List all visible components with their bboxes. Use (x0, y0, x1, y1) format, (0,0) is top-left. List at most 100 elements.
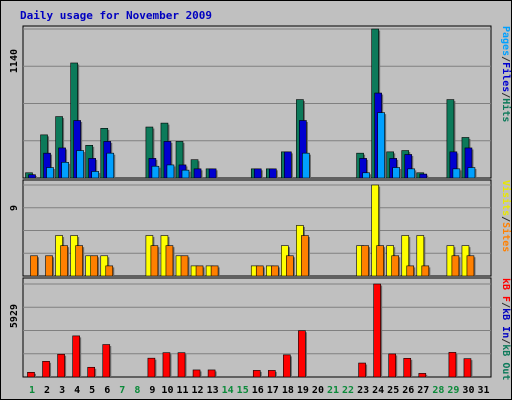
x-tick-label: 3 (59, 385, 65, 396)
bar-pages-day-11 (181, 169, 190, 179)
legend-entry: / (500, 338, 511, 344)
bar-sites-day-16 (255, 265, 264, 277)
x-tick-label: 19 (297, 385, 309, 396)
bar-sites-day-19 (301, 235, 309, 277)
x-tick-label: 29 (447, 385, 459, 396)
panel-top-ymax-label: 1140 (9, 49, 20, 73)
chart-title: Daily usage for November 2009 (20, 9, 212, 22)
bar-kb-f-day-9 (147, 357, 156, 378)
bar-pages-day-24 (377, 112, 385, 179)
x-tick-label: 17 (267, 385, 279, 396)
bar-sites-day-9 (150, 245, 159, 277)
x-tick-label: 5 (89, 385, 95, 396)
bar-kb-f-day-16 (252, 370, 261, 378)
bar-files-day-27 (419, 173, 428, 179)
x-tick-label: 21 (327, 385, 339, 396)
x-tick-label: 30 (462, 385, 474, 396)
bar-pages-day-4 (76, 150, 84, 179)
bar-sites-day-1 (30, 255, 38, 277)
bar-pages-day-30 (467, 167, 476, 179)
bar-sites-day-3 (60, 245, 68, 277)
bar-sites-day-26 (406, 265, 415, 277)
bar-kb-f-day-12 (192, 369, 201, 378)
bar-visits-day-27 (416, 235, 425, 277)
bar-kb-f-day-23 (358, 362, 366, 378)
legend-entry: kB F (500, 278, 511, 302)
legend-entry: Pages (500, 26, 511, 56)
bar-kb-f-day-26 (403, 358, 412, 378)
panel-bot-legend: kB F/kB In/kB Out (500, 278, 511, 380)
x-tick-label: 4 (74, 385, 80, 396)
legend-entry: Files (500, 62, 512, 92)
bar-pages-day-2 (46, 167, 54, 179)
x-tick-label: 24 (372, 385, 384, 396)
bar-kb-f-day-4 (72, 335, 80, 378)
bar-pages-day-10 (166, 164, 175, 179)
bar-pages-day-23 (362, 172, 370, 179)
bar-files-day-17 (268, 168, 277, 179)
bar-kb-f-day-29 (448, 352, 457, 378)
panel-mid-legend: Visits/Sites (500, 180, 512, 252)
bar-kb-f-day-11 (177, 352, 186, 378)
x-tick-label: 14 (222, 385, 234, 396)
bar-sites-day-29 (451, 255, 460, 277)
bar-sites-day-4 (75, 245, 83, 277)
bar-pages-day-3 (61, 162, 69, 179)
x-tick-label: 15 (237, 385, 249, 396)
panel-mid-ymax-label: 9 (9, 205, 20, 211)
bar-kb-f-day-10 (162, 352, 171, 378)
x-tick-label: 10 (161, 385, 173, 396)
bar-sites-day-30 (466, 255, 475, 277)
bar-kb-f-day-6 (102, 344, 111, 378)
bar-sites-day-23 (361, 245, 369, 277)
bar-sites-day-24 (376, 245, 384, 277)
x-tick-label: 7 (119, 385, 125, 396)
bar-kb-f-day-27 (418, 373, 427, 378)
bar-files-day-16 (253, 168, 262, 179)
x-tick-label: 26 (402, 385, 414, 396)
x-tick-label: 1 (29, 385, 35, 396)
bar-kb-f-day-30 (463, 358, 472, 378)
x-tick-label: 23 (357, 385, 369, 396)
panel-mid-box (22, 179, 492, 277)
bar-sites-day-11 (180, 255, 189, 277)
bar-kb-f-day-2 (42, 361, 50, 378)
bar-kb-f-day-19 (298, 330, 306, 378)
panel-bot-box (22, 277, 492, 378)
bar-sites-day-17 (270, 265, 279, 277)
bar-kb-f-day-25 (388, 353, 397, 378)
legend-entry: / (500, 302, 511, 308)
bar-files-day-12 (193, 168, 202, 179)
legend-entry: Visits (500, 180, 512, 216)
panel-top-legend: Pages/Files/Hits (500, 26, 512, 122)
bar-files-day-1 (28, 174, 36, 179)
bar-sites-day-27 (421, 265, 430, 277)
x-tick-label: 2 (44, 385, 50, 396)
bar-pages-day-9 (151, 165, 160, 179)
x-tick-label: 9 (149, 385, 155, 396)
legend-entry: kB In (500, 308, 511, 338)
bar-pages-day-6 (106, 152, 115, 179)
bar-visits-day-26 (401, 235, 410, 277)
bar-pages-day-26 (407, 168, 416, 179)
bar-kb-f-day-18 (283, 354, 291, 378)
bar-sites-day-2 (45, 255, 53, 277)
bar-sites-day-18 (286, 255, 294, 277)
bar-files-day-18 (284, 151, 292, 179)
x-tick-label: 18 (282, 385, 294, 396)
x-tick-label: 12 (192, 385, 204, 396)
bar-sites-day-6 (105, 265, 114, 277)
x-tick-label: 8 (134, 385, 140, 396)
bar-sites-day-12 (195, 265, 204, 277)
legend-entry: / (500, 56, 511, 62)
x-tick-label: 27 (417, 385, 429, 396)
legend-entry: kB Out (500, 344, 511, 380)
bar-sites-day-25 (391, 255, 400, 277)
bar-pages-day-19 (302, 152, 310, 179)
bar-sites-day-10 (165, 245, 174, 277)
panel-bot-ymax-label: 5929 (9, 304, 20, 328)
legend-entry: / (500, 216, 511, 222)
x-tick-label: 31 (477, 385, 489, 396)
